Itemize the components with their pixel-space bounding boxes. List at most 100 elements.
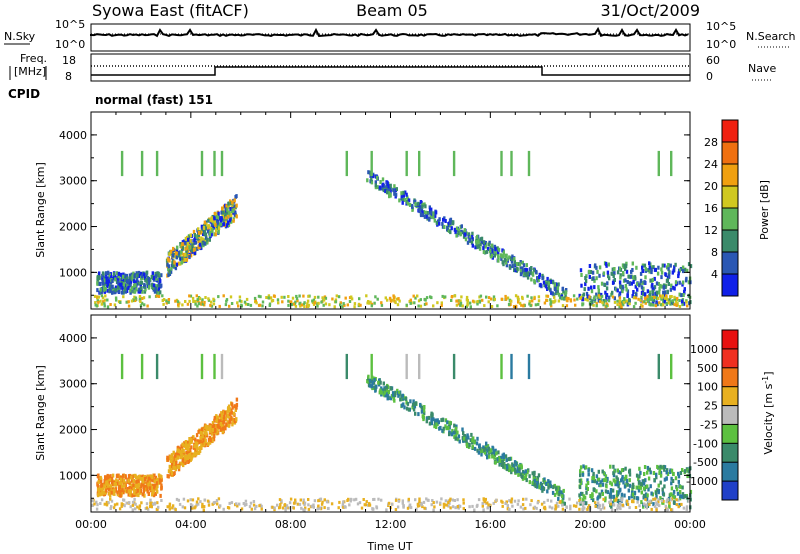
echo-cell [646,298,650,303]
echo-cell [560,296,564,301]
echo-cell [425,302,428,306]
echo-cell [227,506,231,510]
echo-cell [146,489,149,494]
echo-cell [186,499,190,503]
echo-cell [149,498,152,502]
echo-cell [258,504,261,508]
echo-cell [358,501,362,505]
echo-cell [528,302,531,306]
echo-cell [261,304,264,308]
echo-cell [628,274,631,279]
echo-cell [476,245,479,250]
echo-cell [599,483,602,488]
echo-cell [565,505,568,509]
echo-cell [645,503,648,507]
echo-cell [587,468,590,473]
echo-cell [185,255,188,260]
echo-cell [611,488,615,493]
echo-cell [435,422,438,427]
colorbar-tick-label: 28 [704,136,718,149]
echo-cell [215,225,218,230]
echo-cell [212,437,215,442]
echo-cell [195,444,198,449]
echo-cell [462,501,465,505]
echo-cell [155,284,158,289]
echo-cell [186,245,189,250]
echo-cell [639,470,642,475]
echo-cell [228,218,231,223]
echo-cell [168,252,171,257]
echo-cell [210,300,213,304]
echo-cell [607,262,610,267]
echo-cell [661,465,664,470]
echo-cell [429,210,433,215]
echo-cell [204,424,207,429]
echo-cell [471,444,474,449]
echo-cell [369,300,372,304]
echo-cell [122,498,126,502]
echo-cell [675,498,678,502]
echo-cell [551,291,554,296]
echo-cell [533,470,536,475]
echo-cell [372,380,376,385]
echo-cell [473,300,476,304]
echo-cell [119,493,122,498]
echo-cell [646,484,649,489]
echo-cell [135,484,138,488]
echo-cell [175,497,179,501]
echo-cell [231,206,234,211]
echo-cell [583,495,587,500]
echo-cell [168,502,172,506]
echo-cell [385,190,389,195]
echo-streak [500,150,503,177]
echo-cell [650,491,653,496]
echo-cell [129,276,132,281]
echo-cell [441,224,445,229]
echo-cell [171,260,174,265]
echo-streak [140,353,144,380]
echo-cell [480,452,483,457]
echo-cell [145,270,149,275]
echo-cell [592,476,596,481]
echo-cell [640,490,643,495]
echo-cell [563,501,566,506]
echo-cell [529,503,532,507]
colorbar-tick-label: 4 [711,268,718,281]
echo-cell [371,384,374,389]
echo-cell [487,447,491,452]
echo-cell [168,507,171,511]
echo-cell [423,405,426,409]
echo-cell [376,175,379,180]
echo-cell [663,263,666,268]
echo-cell [162,298,166,301]
echo-cell [475,441,479,446]
echo-cell [478,246,482,251]
echo-cell [153,483,156,488]
echo-cell [683,289,686,294]
echo-cell [480,237,483,242]
echo-cell [203,498,206,502]
echo-cell [95,507,99,511]
echo-cell [659,480,662,485]
echo-cell [659,294,662,298]
echo-cell [423,506,426,510]
echo-cell [193,251,197,256]
echo-cell [669,287,673,292]
echo-cell [210,223,214,228]
echo-cell [598,295,601,299]
echo-cell [184,440,188,444]
echo-cell [170,453,174,458]
echo-cell [641,263,645,268]
echo-cell [582,292,585,297]
echo-cell [231,405,234,410]
echo-cell [126,488,129,493]
echo-cell [204,232,208,237]
echo-cell [198,245,201,250]
echo-cell [281,506,285,510]
echo-cell [422,210,426,215]
echo-cell [486,444,490,449]
echo-cell [547,281,551,286]
echo-cell [671,479,675,483]
echo-cell [225,223,229,228]
